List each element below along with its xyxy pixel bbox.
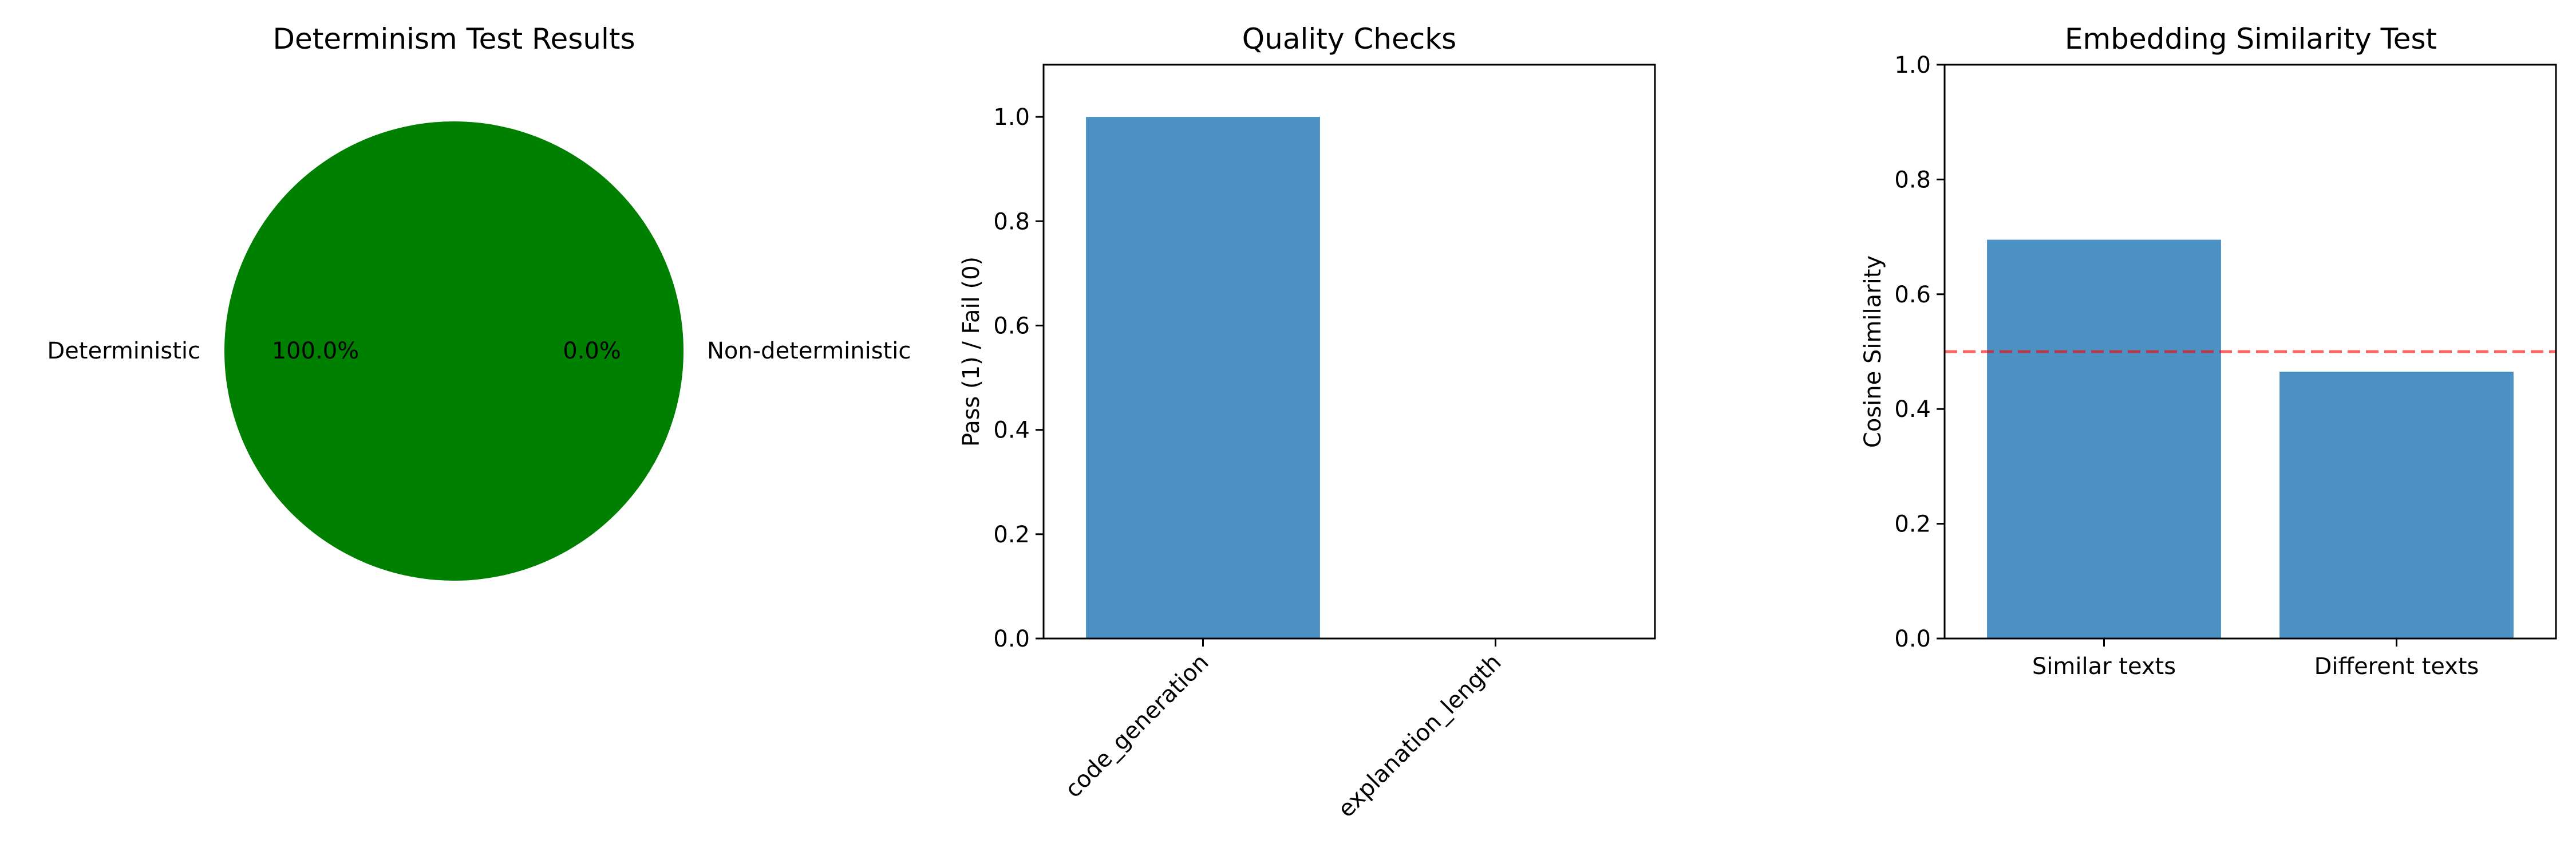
y-tick-label: 0.0 — [1894, 626, 1931, 652]
quality-x-ticks: code_generation explanation_length — [1060, 639, 1507, 823]
y-tick-label: 1.0 — [1894, 52, 1931, 78]
y-tick-label: 0.8 — [993, 208, 1030, 235]
y-tick-label: 0.4 — [1894, 396, 1931, 423]
pie-slice-deterministic — [224, 121, 683, 581]
y-tick-label: 0.2 — [993, 522, 1030, 548]
quality-y-axis-label: Pass (1) / Fail (0) — [958, 257, 985, 447]
embedding-bars — [1987, 239, 2514, 639]
x-tick-label: explanation_length — [1333, 649, 1507, 823]
embedding-y-axis-label: Cosine Similarity — [1860, 255, 1886, 448]
x-tick-label: code_generation — [1060, 649, 1214, 803]
pie-label-deterministic: Deterministic — [47, 338, 200, 364]
bar-different-texts — [2279, 372, 2514, 639]
y-tick-label: 0.2 — [1894, 511, 1931, 538]
embedding-y-ticks: 0.0 0.2 0.4 0.6 0.8 1.0 — [1894, 52, 1945, 652]
x-tick-label: Similar texts — [2032, 653, 2176, 680]
pie-slices — [224, 121, 683, 581]
pie-pct-deterministic: 100.0% — [272, 338, 359, 364]
x-tick-label: Different texts — [2314, 653, 2479, 680]
bar-code-generation — [1086, 117, 1320, 639]
y-tick-label: 0.6 — [993, 313, 1030, 339]
pie-panel: Determinism Test Results Deterministic N… — [47, 22, 911, 581]
bar-similar-texts — [1987, 239, 2221, 639]
y-tick-label: 1.0 — [993, 104, 1030, 131]
embedding-panel: Embedding Similarity Test 0.00.20.40.60.… — [1860, 22, 2557, 680]
embedding-title: Embedding Similarity Test — [2065, 22, 2437, 56]
y-tick-label: 0.8 — [1894, 167, 1931, 193]
pie-pct-non-deterministic: 0.0% — [563, 338, 621, 364]
quality-y-ticks: 0.0 0.2 0.4 0.6 0.8 1.0 — [993, 104, 1044, 652]
pie-label-non-deterministic: Non-deterministic — [707, 338, 911, 364]
y-tick-label: 0.6 — [1894, 282, 1931, 308]
pie-title: Determinism Test Results — [272, 22, 635, 56]
quality-panel: Quality Checks 0.0 0.2 0.4 0.6 0.8 1.0 code_g… — [958, 22, 1656, 823]
quality-bars — [1086, 117, 1320, 639]
quality-axes-frame — [1042, 64, 1656, 640]
y-tick-label: 0.4 — [993, 417, 1030, 444]
embedding-axes-frame — [1943, 64, 2557, 640]
y-tick-label: 0.0 — [993, 626, 1030, 652]
quality-title: Quality Checks — [1242, 22, 1456, 56]
embedding-x-ticks: Similar texts Different texts — [2032, 639, 2479, 680]
